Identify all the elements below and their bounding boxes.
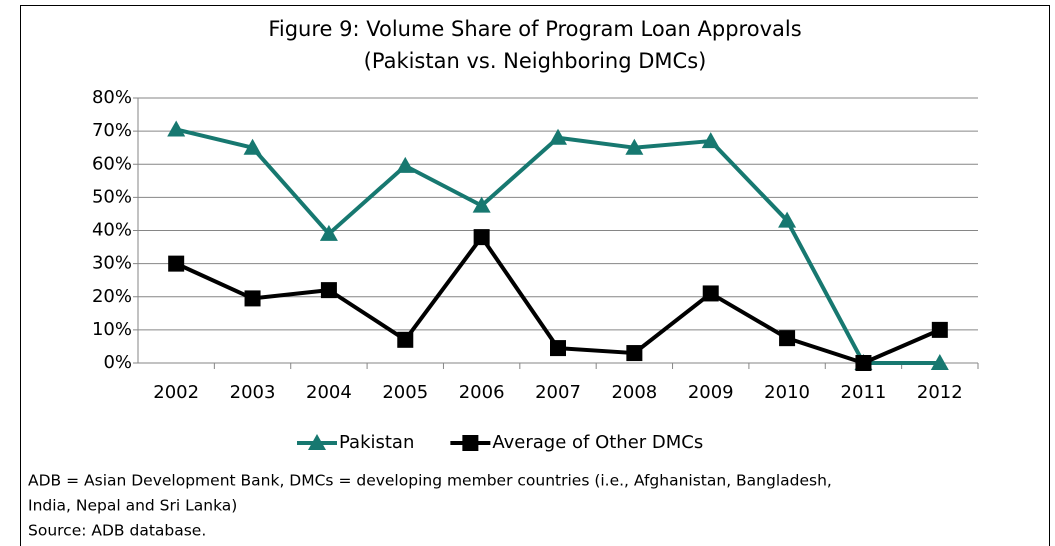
x-tick-label: 2003: [230, 382, 276, 403]
marker: [396, 156, 415, 173]
marker: [779, 330, 796, 347]
marker: [319, 224, 338, 241]
y-tick-label: 70%: [92, 120, 132, 141]
marker: [243, 138, 262, 155]
marker: [855, 355, 872, 371]
marker: [308, 434, 326, 450]
legend-label: Pakistan: [339, 432, 414, 453]
marker: [702, 285, 719, 302]
legend-label: Average of Other DMCs: [492, 432, 703, 453]
marker: [778, 211, 797, 228]
note: India, Nepal and Sri Lanka): [28, 497, 237, 515]
x-tick-label: 2010: [764, 382, 810, 403]
marker: [397, 331, 414, 348]
x-tick-label: 2005: [382, 382, 428, 403]
marker: [473, 229, 490, 246]
marker: [320, 282, 337, 299]
marker: [244, 290, 261, 307]
note: Source: ADB database.: [28, 522, 206, 540]
x-tick-label: 2008: [611, 382, 657, 403]
y-tick-label: 60%: [92, 153, 132, 174]
y-tick-label: 80%: [92, 87, 132, 108]
x-tick-label: 2007: [535, 382, 581, 403]
marker: [625, 138, 644, 155]
marker: [472, 196, 491, 213]
y-tick-label: 30%: [92, 253, 132, 274]
marker: [701, 132, 720, 149]
frame: [20, 5, 1050, 546]
y-tick-label: 0%: [103, 352, 132, 373]
marker: [931, 321, 948, 338]
marker: [167, 120, 186, 137]
marker: [626, 345, 643, 362]
x-tick-label: 2002: [153, 382, 199, 403]
note: ADB = Asian Development Bank, DMCs = dev…: [28, 472, 832, 490]
marker: [550, 340, 566, 357]
marker: [930, 354, 949, 370]
y-tick-label: 50%: [92, 186, 132, 207]
x-tick-label: 2006: [459, 382, 505, 403]
chart-title: Figure 9: Volume Share of Program Loan A…: [268, 17, 801, 41]
x-tick-label: 2009: [688, 382, 734, 403]
y-tick-label: 40%: [92, 220, 132, 241]
y-tick-label: 20%: [92, 286, 132, 307]
x-tick-label: 2011: [841, 382, 887, 403]
marker: [168, 255, 185, 272]
marker: [549, 128, 567, 145]
x-tick-label: 2012: [917, 382, 963, 403]
chart-subtitle: (Pakistan vs. Neighboring DMCs): [364, 49, 707, 73]
x-tick-label: 2004: [306, 382, 352, 403]
y-tick-label: 10%: [92, 319, 132, 340]
marker: [462, 435, 479, 451]
